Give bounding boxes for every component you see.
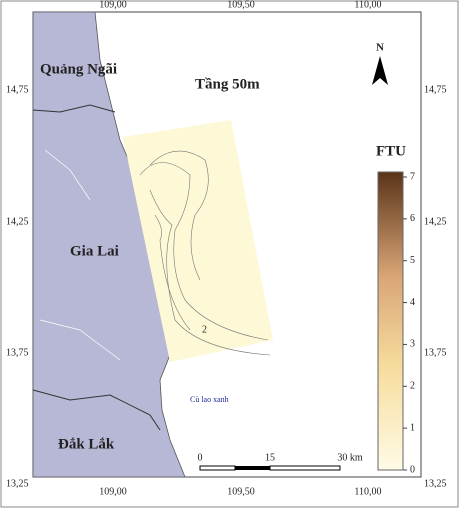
north-label: N [376, 42, 384, 54]
contour [149, 150, 209, 281]
scale-label: 30 km [337, 452, 363, 463]
colorbar-label: 4 [410, 297, 415, 308]
province-border [32, 104, 161, 431]
lon-tick: 109,00 [99, 0, 127, 10]
title: Tầng 50m [195, 76, 260, 92]
place: Đắk Lắk [58, 436, 115, 452]
lat-tick: 13,25 [424, 478, 447, 489]
lat-tick: 14,75 [424, 84, 447, 95]
scale-label: 15 [265, 452, 275, 463]
north-arrow [372, 56, 388, 85]
scale-bar [199, 465, 341, 471]
contour [139, 162, 269, 341]
contour-label: 2 [202, 324, 207, 335]
colorbar-label: 2 [410, 381, 415, 392]
colorbar-label: 5 [410, 255, 415, 266]
colorbar-label: 3 [410, 339, 415, 350]
lon-tick: 109,50 [227, 0, 255, 10]
lon-tick: 110,00 [354, 0, 381, 10]
lon-tick: 109,00 [99, 486, 127, 497]
place: Quảng Ngãi [40, 61, 117, 77]
contour [154, 214, 191, 331]
colorbar-label: 6 [410, 213, 415, 224]
rivers [39, 149, 121, 361]
lat-tick: 13,25 [6, 478, 29, 489]
lat-tick: 14,25 [6, 216, 29, 227]
lat-tick: 13,75 [6, 347, 29, 358]
data-area [123, 120, 273, 362]
place: Cù lao xanh [190, 395, 229, 404]
colorbar-label: 7 [410, 171, 415, 182]
lon-tick: 109,50 [227, 486, 255, 497]
colorbar [377, 171, 404, 471]
lat-tick: 13,75 [424, 347, 447, 358]
lon-tick: 110,00 [354, 486, 381, 497]
contour [149, 189, 271, 356]
place: Gia Lai [70, 243, 119, 259]
lat-tick: 14,25 [424, 216, 447, 227]
lat-tick: 14,75 [6, 84, 29, 95]
legend-title: FTU [376, 143, 406, 159]
colorbar-label: 0 [410, 464, 415, 475]
colorbar-label: 1 [410, 422, 415, 433]
scale-label: 0 [198, 452, 203, 463]
